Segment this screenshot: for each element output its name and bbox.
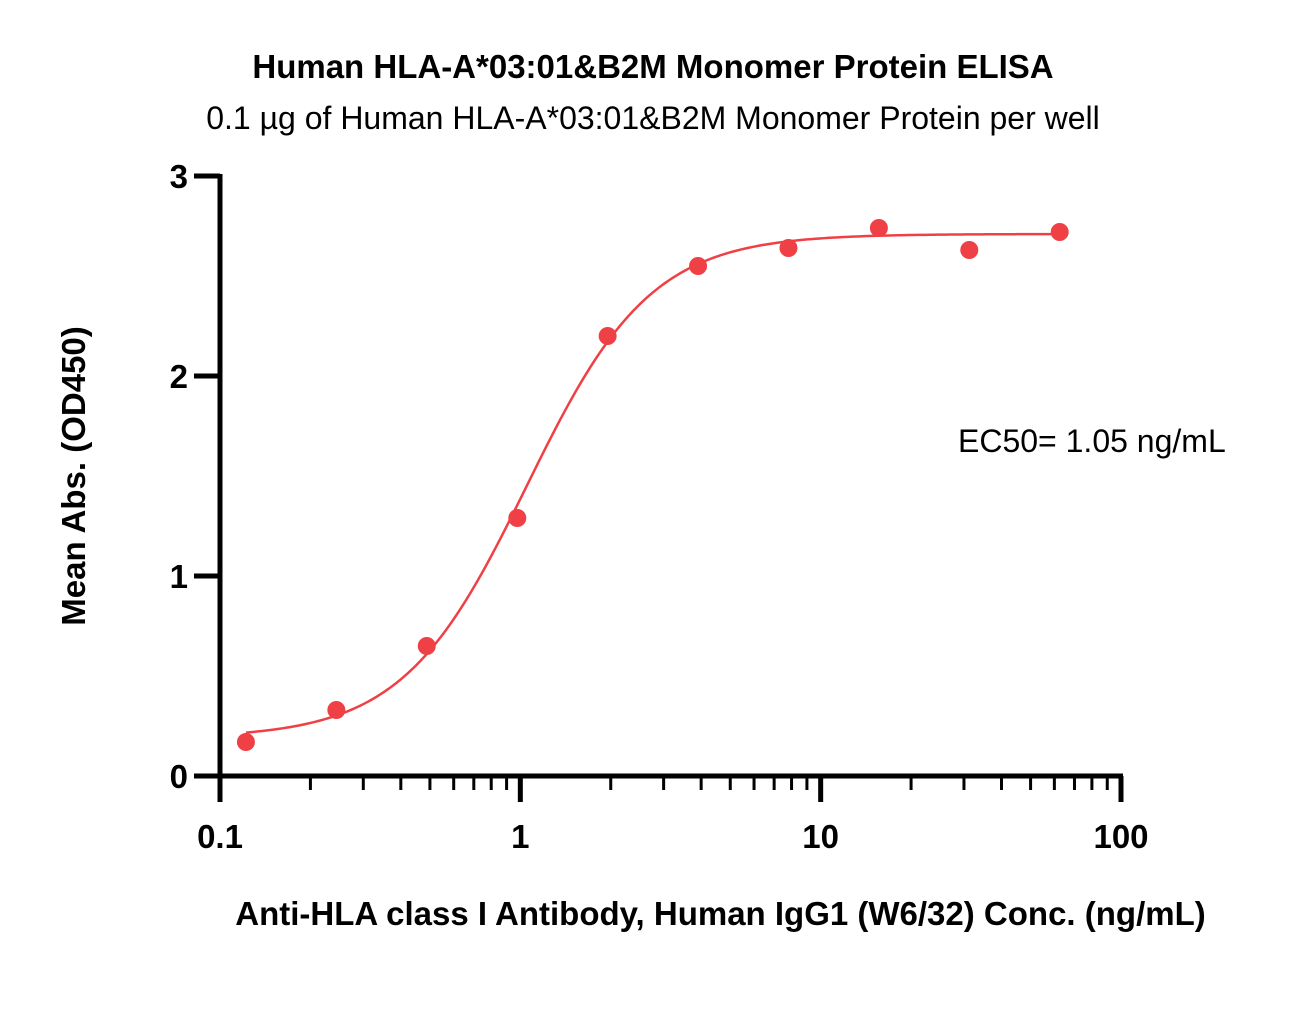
data-point bbox=[327, 701, 346, 719]
chart-title: Human HLA-A*03:01&B2M Monomer Protein EL… bbox=[252, 48, 1054, 85]
data-point bbox=[417, 637, 436, 655]
data-point bbox=[508, 509, 527, 527]
chart-subtitle: 0.1 µg of Human HLA-A*03:01&B2M Monomer … bbox=[206, 100, 1100, 136]
x-tick-label: 0.1 bbox=[197, 818, 243, 855]
data-point bbox=[1050, 223, 1069, 241]
data-point bbox=[236, 733, 255, 751]
x-tick-label: 1 bbox=[511, 818, 529, 855]
data-point bbox=[960, 241, 979, 259]
y-tick-label: 3 bbox=[170, 158, 188, 195]
y-tick-label: 1 bbox=[170, 558, 188, 595]
data-point bbox=[869, 219, 888, 237]
y-axis-label: Mean Abs. (OD450) bbox=[55, 326, 92, 626]
data-point bbox=[779, 239, 798, 257]
x-tick-label: 100 bbox=[1093, 818, 1148, 855]
data-point bbox=[689, 257, 708, 275]
ec50-annotation: EC50= 1.05 ng/mL bbox=[958, 423, 1226, 459]
x-tick-label: 10 bbox=[802, 818, 839, 855]
data-point bbox=[598, 327, 617, 345]
y-tick-label: 0 bbox=[170, 758, 188, 795]
x-axis-label: Anti-HLA class I Antibody, Human IgG1 (W… bbox=[235, 895, 1205, 932]
fit-curve bbox=[245, 232, 1060, 734]
y-tick-label: 2 bbox=[170, 358, 188, 395]
